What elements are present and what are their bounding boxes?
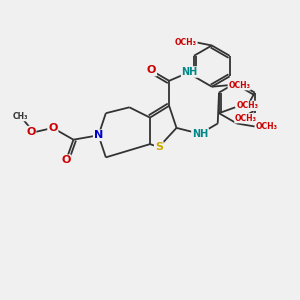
Text: OCH₃: OCH₃ [175,38,197,47]
Text: CH₃: CH₃ [13,112,28,121]
Text: O: O [26,127,35,137]
Text: ethyl: ethyl [14,114,18,115]
Text: S: S [155,142,163,152]
Text: OCH₃: OCH₃ [235,114,257,123]
Text: O: O [147,65,156,76]
Text: OCH₃: OCH₃ [256,122,278,131]
Text: OCH₃: OCH₃ [228,81,250,90]
Text: O: O [48,123,58,133]
Text: NH: NH [182,67,198,77]
Text: OCH₃: OCH₃ [237,101,259,110]
Text: O: O [61,155,71,165]
Text: NH: NH [192,129,208,139]
Text: N: N [94,130,103,140]
